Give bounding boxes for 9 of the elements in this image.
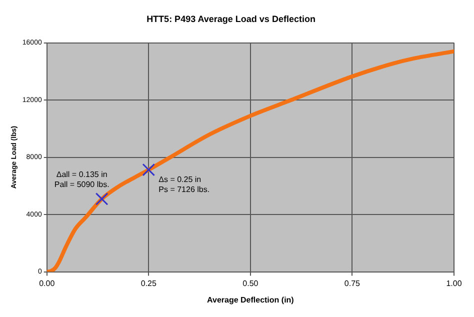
- x-tick-label: 1.00: [446, 278, 462, 288]
- annotation: Δall = 0.135 in Pall = 5090 lbs.: [54, 170, 110, 189]
- x-tick-label: 0.75: [344, 278, 361, 288]
- x-tick-label: 0.50: [242, 278, 259, 288]
- annotation: Δs = 0.25 in Ps = 7126 lbs.: [158, 174, 210, 194]
- x-tick-label: 0.00: [39, 278, 56, 288]
- x-tick-label: 0.25: [140, 278, 157, 288]
- chart-title: HTT5: P493 Average Load vs Deflection: [146, 14, 316, 24]
- x-axis-title: Average Deflection (in): [207, 295, 294, 304]
